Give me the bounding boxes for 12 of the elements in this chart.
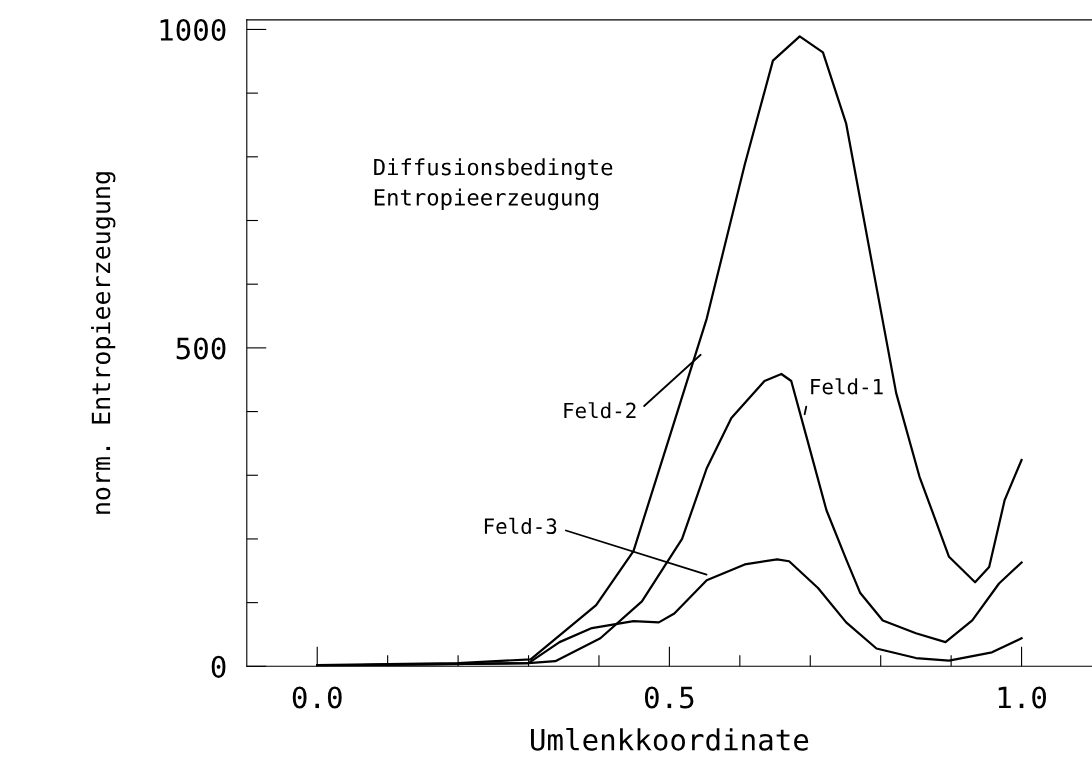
annotation: Diffusionsbedingte Entropieerzeugung: [374, 158, 613, 211]
y-tick-label: 0: [211, 655, 226, 678]
y-axis-title: norm. Entropieerzeugung: [91, 172, 116, 514]
series-label: Feld-2: [564, 402, 636, 419]
x-tick-label: 0.0: [292, 686, 342, 709]
x-axis-title: Umlenkkoordinate: [531, 728, 809, 751]
x-tick-label: 0.5: [644, 686, 694, 709]
y-tick-label: 1000: [160, 18, 226, 42]
text: Feld-3: [484, 517, 557, 535]
series-label: Feld-1: [811, 378, 883, 395]
y-tick-label: 500: [176, 337, 226, 360]
x-tick-label: 1.0: [998, 686, 1047, 709]
